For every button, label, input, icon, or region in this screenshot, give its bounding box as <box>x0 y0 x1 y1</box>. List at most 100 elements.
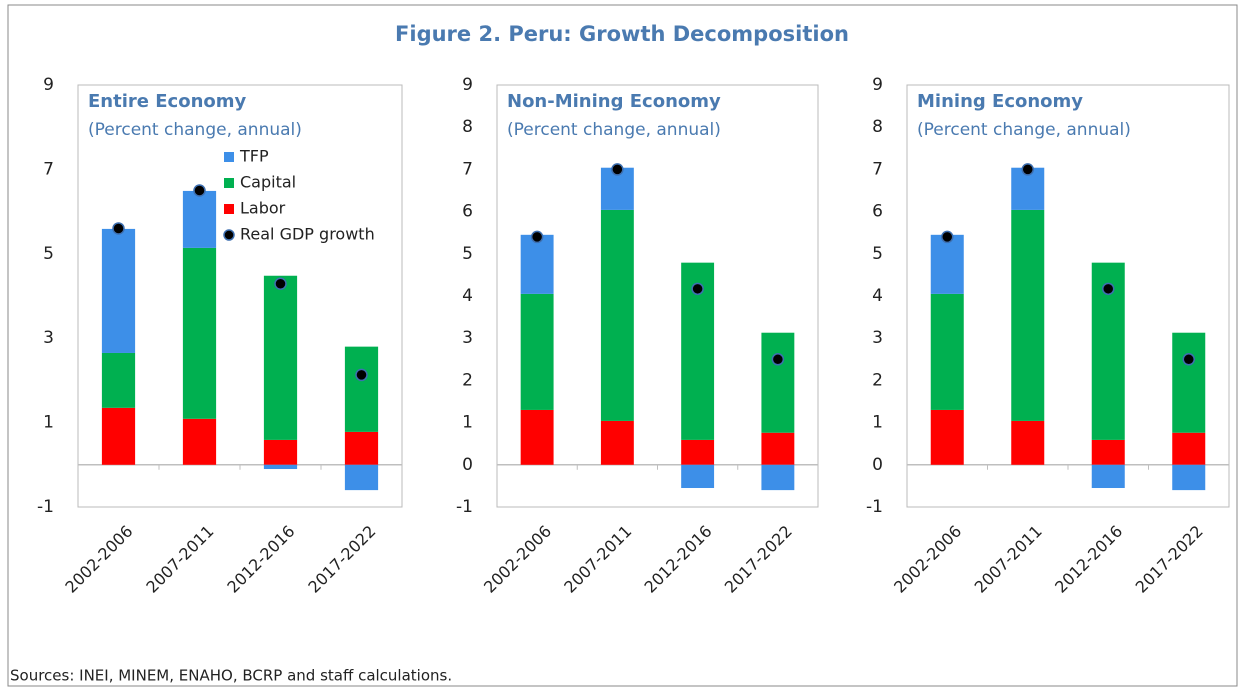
y-tick-label: 9 <box>43 75 54 95</box>
bar-segment <box>930 293 964 410</box>
panel-subtitle: (Percent change, annual) <box>88 120 302 140</box>
plot-frame <box>496 84 819 508</box>
bar-segment <box>930 234 964 294</box>
bar-segment <box>681 464 715 489</box>
bar-segment <box>1011 420 1045 465</box>
y-tick-label: 9 <box>872 75 883 95</box>
legend-swatch <box>224 178 234 188</box>
y-tick-label: 1 <box>872 413 883 433</box>
panel-title: Mining Economy <box>917 91 1083 112</box>
y-tick-label: 5 <box>462 244 473 264</box>
bar-segment <box>600 420 634 465</box>
bar-segment <box>761 464 795 491</box>
y-tick-label: 1 <box>462 413 473 433</box>
y-tick-label: 0 <box>462 455 473 475</box>
x-tick-label: 2012-2016 <box>641 522 716 597</box>
legend-label: Labor <box>240 199 286 218</box>
bar-segment <box>182 247 217 419</box>
y-tick-label: -1 <box>866 497 883 517</box>
gdp-dot <box>1021 163 1034 176</box>
gdp-dot <box>112 222 125 235</box>
y-tick-label: 8 <box>872 117 883 137</box>
gdp-dot <box>611 163 624 176</box>
legend-swatch <box>224 204 234 214</box>
gdp-dot <box>530 230 544 244</box>
x-tick-label: 2017-2022 <box>1132 522 1207 597</box>
y-tick-label: 3 <box>43 328 54 348</box>
bar-segment <box>182 418 217 465</box>
x-tick-label: 2007-2011 <box>560 522 635 597</box>
y-tick-label: 3 <box>872 328 883 348</box>
bar-segment <box>101 352 136 408</box>
bar-segment <box>101 407 136 465</box>
bar-segment <box>681 439 715 465</box>
y-tick-label: 7 <box>872 159 883 179</box>
x-tick-label: 2002-2006 <box>480 522 555 597</box>
bar-segment <box>930 409 964 465</box>
x-tick-label: 2007-2011 <box>971 522 1046 597</box>
y-tick-label: 4 <box>462 286 473 306</box>
gdp-dot <box>355 368 368 382</box>
y-tick-label: 0 <box>872 455 883 475</box>
bar-segment <box>263 464 298 470</box>
y-tick-label: 7 <box>462 159 473 179</box>
x-tick-label: 2012-2016 <box>223 522 298 597</box>
y-tick-label: 6 <box>462 202 473 222</box>
y-tick-label: 6 <box>872 202 883 222</box>
bar-segment <box>263 439 298 465</box>
y-tick-label: -1 <box>37 497 54 517</box>
y-tick-label: 1 <box>43 413 54 433</box>
bar-segment <box>263 275 298 440</box>
x-tick-label: 2002-2006 <box>61 522 136 597</box>
x-tick-label: 2007-2011 <box>142 522 217 597</box>
panel-title: Entire Economy <box>88 91 247 112</box>
plot-frame <box>77 84 403 508</box>
gdp-dot <box>1182 353 1195 366</box>
legend-label: TFP <box>239 147 269 166</box>
legend-label: Capital <box>240 173 296 192</box>
y-tick-label: 9 <box>462 75 473 95</box>
legend-label: Real GDP growth <box>240 225 375 244</box>
frame <box>7 4 1238 687</box>
y-tick-label: 7 <box>43 159 54 179</box>
gdp-dot <box>1102 282 1115 296</box>
y-tick-label: 2 <box>872 370 883 390</box>
bar-segment <box>182 190 217 248</box>
bar-segment <box>1172 332 1206 433</box>
x-tick-label: 2017-2022 <box>721 522 796 597</box>
bar-segment <box>520 409 554 465</box>
bar-segment <box>101 228 136 353</box>
panel-subtitle: (Percent change, annual) <box>917 120 1131 140</box>
bar-segment <box>1091 439 1125 465</box>
gdp-dot <box>193 184 206 197</box>
legend-dot <box>223 229 235 241</box>
gdp-dot <box>274 277 287 291</box>
y-tick-label: -1 <box>456 497 473 517</box>
bar-segment <box>1172 432 1206 465</box>
y-tick-label: 8 <box>462 117 473 137</box>
bar-segment <box>344 346 379 432</box>
x-tick-label: 2012-2016 <box>1051 522 1126 597</box>
legend-swatch <box>224 152 234 162</box>
gdp-dot <box>771 353 785 366</box>
bar-segment <box>600 209 634 421</box>
bar-segment <box>1011 209 1045 421</box>
source-note: Sources: INEI, MINEM, ENAHO, BCRP and st… <box>10 667 452 685</box>
bar-segment <box>344 464 379 491</box>
panel-title: Non-Mining Economy <box>507 91 721 112</box>
gdp-dot <box>691 282 704 296</box>
plot-frame <box>906 84 1230 508</box>
figure-title: Figure 2. Peru: Growth Decomposition <box>395 22 849 46</box>
y-tick-label: 2 <box>462 370 473 390</box>
y-tick-label: 4 <box>872 286 883 306</box>
bar-segment <box>761 332 795 433</box>
bar-segment <box>520 293 554 410</box>
x-tick-label: 2017-2022 <box>304 522 379 597</box>
bar-segment <box>344 431 379 465</box>
x-tick-label: 2002-2006 <box>890 522 965 597</box>
bar-segment <box>1091 464 1125 489</box>
panel-subtitle: (Percent change, annual) <box>507 120 721 140</box>
y-tick-label: 5 <box>43 244 54 264</box>
